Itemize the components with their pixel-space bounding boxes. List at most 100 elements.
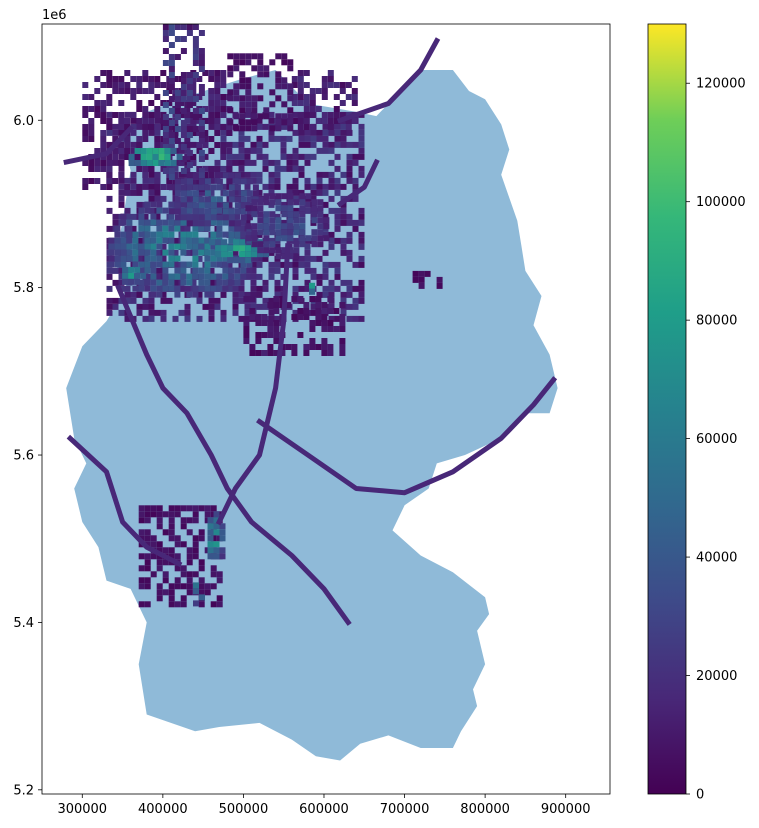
grid-cell bbox=[256, 141, 263, 148]
grid-cell bbox=[168, 78, 175, 84]
grid-cell bbox=[328, 315, 335, 322]
hotspot-cell bbox=[251, 245, 258, 252]
grid-cell bbox=[226, 166, 233, 172]
grid-cell bbox=[226, 124, 233, 130]
grid-cell bbox=[208, 100, 215, 106]
grid-cell bbox=[334, 285, 341, 292]
hotspot-cell bbox=[228, 190, 235, 197]
grid-cell bbox=[297, 82, 304, 88]
hotspot-cell bbox=[222, 202, 229, 209]
grid-cell bbox=[148, 297, 155, 304]
grid-cell bbox=[100, 100, 107, 106]
grid-cell bbox=[291, 350, 298, 356]
colorbar-frame bbox=[647, 23, 687, 795]
hotspot-cell bbox=[240, 231, 247, 238]
hotspot-cell bbox=[269, 229, 276, 236]
grid-cell bbox=[339, 82, 346, 88]
grid-cell bbox=[239, 83, 246, 90]
grid-cell bbox=[352, 177, 359, 184]
hotspot-cell bbox=[287, 211, 294, 218]
grid-cell bbox=[244, 309, 251, 316]
grid-cell bbox=[168, 589, 175, 596]
grid-cell bbox=[94, 148, 101, 154]
grid-cell bbox=[136, 237, 143, 244]
corridor-line bbox=[256, 376, 558, 496]
grid-cell bbox=[214, 303, 221, 310]
grid-cell bbox=[257, 113, 264, 120]
hotspot-cell bbox=[192, 202, 199, 209]
grid-cell bbox=[174, 138, 181, 144]
grid-cell bbox=[144, 601, 151, 608]
grid-cell bbox=[192, 505, 199, 512]
hotspot-cell bbox=[210, 214, 217, 221]
grid-cell bbox=[88, 106, 95, 112]
grid-cell bbox=[287, 119, 294, 126]
grid-cell bbox=[298, 285, 305, 292]
grid-cell bbox=[198, 54, 205, 60]
hotspot-cell bbox=[174, 202, 181, 209]
grid-cell bbox=[154, 117, 161, 124]
y-tick-label: 6.0 bbox=[13, 114, 34, 129]
grid-cell bbox=[198, 577, 205, 584]
hotspot-cell bbox=[174, 255, 181, 262]
grid-cell bbox=[184, 309, 191, 316]
hotspot-cell bbox=[156, 279, 163, 286]
grid-cell bbox=[198, 505, 205, 512]
grid-cell bbox=[94, 88, 101, 94]
hotspot-cell bbox=[168, 249, 175, 256]
grid-cell bbox=[316, 273, 323, 280]
grid-cell bbox=[130, 112, 137, 118]
hotspot-cell bbox=[134, 278, 141, 285]
grid-cell bbox=[310, 195, 317, 202]
grid-cell bbox=[328, 183, 335, 190]
hotspot-cell bbox=[287, 235, 294, 242]
grid-cell bbox=[142, 88, 149, 94]
grid-cell bbox=[192, 126, 199, 132]
grid-cell bbox=[358, 243, 365, 250]
grid-cell bbox=[327, 112, 334, 118]
hotspot-cell bbox=[269, 223, 276, 230]
grid-cell bbox=[172, 118, 179, 124]
grid-cell bbox=[309, 100, 316, 106]
hotspot-cell bbox=[233, 257, 240, 264]
grid-cell bbox=[180, 72, 187, 78]
grid-cell bbox=[162, 168, 169, 174]
hotspot-cell bbox=[204, 202, 211, 209]
grid-cell bbox=[346, 159, 353, 166]
grid-cell bbox=[304, 177, 311, 184]
grid-cell bbox=[351, 100, 358, 106]
hotspot-cell bbox=[198, 267, 205, 274]
grid-cell bbox=[208, 309, 215, 316]
grid-cell bbox=[244, 171, 251, 178]
grid-cell bbox=[180, 36, 187, 42]
hotspot-cell bbox=[299, 241, 306, 248]
grid-cell bbox=[267, 344, 274, 350]
hotspot-cell bbox=[186, 279, 193, 286]
grid-cell bbox=[261, 314, 268, 320]
grid-cell bbox=[190, 130, 197, 136]
hotspot-cell bbox=[234, 267, 241, 274]
grid-cell bbox=[262, 285, 269, 292]
grid-cell bbox=[298, 129, 305, 136]
grid-cell bbox=[256, 255, 263, 262]
grid-cell bbox=[160, 82, 167, 88]
grid-cell bbox=[322, 141, 329, 148]
grid-cell bbox=[310, 267, 317, 274]
hotspot-cell bbox=[234, 273, 241, 280]
grid-cell bbox=[244, 111, 251, 118]
grid-cell bbox=[100, 142, 107, 148]
hotspot-cell bbox=[269, 247, 276, 254]
hotspot-cell bbox=[207, 541, 214, 548]
hotspot-cell bbox=[275, 229, 282, 236]
hotspot-cell bbox=[126, 255, 133, 262]
grid-cell bbox=[255, 338, 262, 344]
grid-cell bbox=[174, 583, 181, 590]
grid-cell bbox=[328, 159, 335, 166]
grid-cell bbox=[174, 96, 181, 102]
grid-cell bbox=[340, 237, 347, 244]
grid-cell bbox=[328, 303, 335, 310]
grid-cell bbox=[220, 183, 227, 190]
hotspot-cell bbox=[156, 219, 163, 226]
grid-cell bbox=[130, 117, 137, 124]
grid-cell bbox=[321, 82, 328, 88]
